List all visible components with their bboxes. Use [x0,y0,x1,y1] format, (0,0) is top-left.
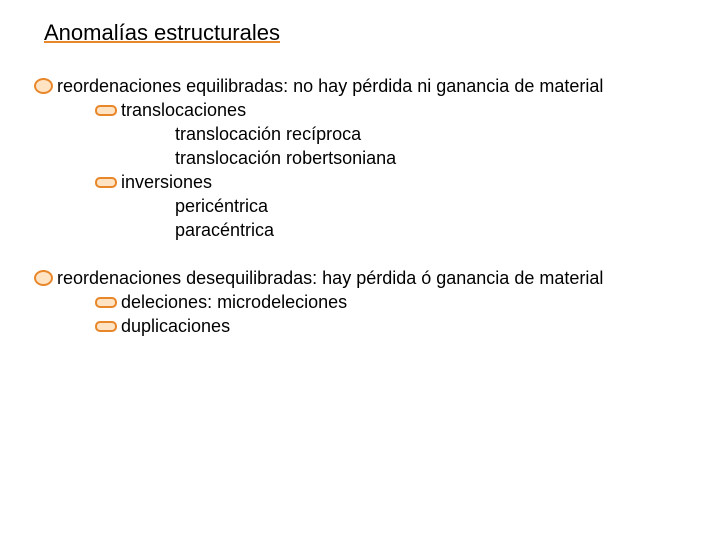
section-heading: reordenaciones desequilibradas: hay pérd… [57,266,603,290]
pill-bullet-icon [95,297,117,308]
list-item: inversiones [95,170,720,194]
pill-bullet-icon [95,105,117,116]
leaf-label: paracéntrica [175,218,274,242]
list-item: translocación robertsoniana [175,146,720,170]
subitem-label: inversiones [121,170,212,194]
list-item: duplicaciones [95,314,720,338]
list-item: translocaciones [95,98,720,122]
subitem-label: duplicaciones [121,314,230,338]
list-item: deleciones: microdeleciones [95,290,720,314]
leaf-label: translocación recíproca [175,122,361,146]
subitem-label: deleciones: microdeleciones [121,290,347,314]
slide-title: Anomalías estructurales [44,20,720,46]
section-heading: reordenaciones equilibradas: no hay pérd… [57,74,603,98]
list-item: pericéntrica [175,194,720,218]
list-item: paracéntrica [175,218,720,242]
list-item: reordenaciones desequilibradas: hay pérd… [34,266,720,290]
slide-page: Anomalías estructurales reordenaciones e… [0,0,720,338]
oval-bullet-icon [34,78,53,94]
subitem-label: translocaciones [121,98,246,122]
list-item: translocación recíproca [175,122,720,146]
pill-bullet-icon [95,177,117,188]
leaf-label: pericéntrica [175,194,268,218]
oval-bullet-icon [34,270,53,286]
section-desequilibradas: reordenaciones desequilibradas: hay pérd… [0,266,720,338]
leaf-label: translocación robertsoniana [175,146,396,170]
section-equilibradas: reordenaciones equilibradas: no hay pérd… [0,74,720,242]
list-item: reordenaciones equilibradas: no hay pérd… [34,74,720,98]
pill-bullet-icon [95,321,117,332]
